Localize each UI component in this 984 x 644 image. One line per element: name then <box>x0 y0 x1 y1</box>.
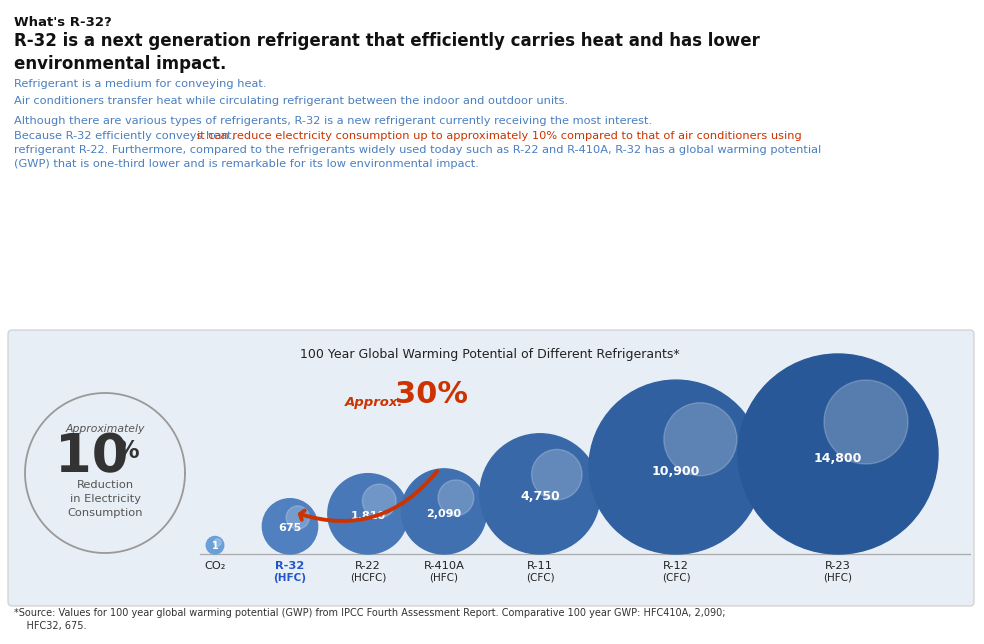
Circle shape <box>214 539 221 546</box>
Text: in Electricity: in Electricity <box>70 494 141 504</box>
Circle shape <box>401 469 486 554</box>
Text: Although there are various types of refrigerants, R-32 is a new refrigerant curr: Although there are various types of refr… <box>14 116 652 126</box>
Circle shape <box>589 380 763 554</box>
Text: it can reduce electricity consumption up to approximately 10% compared to that o: it can reduce electricity consumption up… <box>197 131 802 141</box>
Text: 2,090: 2,090 <box>426 509 461 518</box>
Circle shape <box>664 402 737 476</box>
Text: 10,900: 10,900 <box>651 465 701 478</box>
Circle shape <box>531 450 583 500</box>
Text: Refrigerant is a medium for conveying heat.: Refrigerant is a medium for conveying he… <box>14 79 267 89</box>
Text: R-12: R-12 <box>663 561 689 571</box>
Text: Approximately: Approximately <box>65 424 145 434</box>
Circle shape <box>824 380 908 464</box>
Text: Reduction: Reduction <box>77 480 134 490</box>
FancyBboxPatch shape <box>8 330 974 606</box>
Text: (HFC): (HFC) <box>429 573 459 583</box>
Text: (HFC): (HFC) <box>824 573 852 583</box>
Text: What's R-32?: What's R-32? <box>14 16 112 29</box>
Text: (GWP) that is one-third lower and is remarkable for its low environmental impact: (GWP) that is one-third lower and is rem… <box>14 159 479 169</box>
Circle shape <box>438 480 474 516</box>
Text: 1,810: 1,810 <box>350 511 386 521</box>
Text: Consumption: Consumption <box>67 508 143 518</box>
Circle shape <box>286 506 309 529</box>
Text: HFC32, 675.: HFC32, 675. <box>14 621 87 631</box>
Text: (HCFC): (HCFC) <box>350 573 386 583</box>
Circle shape <box>207 536 223 554</box>
Text: R-410A: R-410A <box>423 561 464 571</box>
Text: R-11: R-11 <box>527 561 553 571</box>
Text: 100 Year Global Warming Potential of Different Refrigerants*: 100 Year Global Warming Potential of Dif… <box>300 348 680 361</box>
Text: (HFC): (HFC) <box>274 573 306 583</box>
Text: R-32: R-32 <box>276 561 305 571</box>
Text: 675: 675 <box>278 523 302 533</box>
Text: Approx.: Approx. <box>345 396 403 409</box>
Circle shape <box>362 484 397 518</box>
Text: Because R-32 efficiently conveys heat,: Because R-32 efficiently conveys heat, <box>14 131 239 141</box>
Text: (CFC): (CFC) <box>525 573 554 583</box>
Text: refrigerant R-22. Furthermore, compared to the refrigerants widely used today su: refrigerant R-22. Furthermore, compared … <box>14 145 822 155</box>
Text: %: % <box>115 439 139 463</box>
Text: R-22: R-22 <box>355 561 381 571</box>
Text: 4,750: 4,750 <box>521 490 560 504</box>
Text: Air conditioners transfer heat while circulating refrigerant between the indoor : Air conditioners transfer heat while cir… <box>14 96 568 106</box>
Text: (CFC): (CFC) <box>661 573 691 583</box>
Text: R-23: R-23 <box>825 561 851 571</box>
Circle shape <box>263 498 318 554</box>
Text: 30%: 30% <box>395 380 468 409</box>
Text: 14,800: 14,800 <box>814 453 862 466</box>
Circle shape <box>328 473 408 554</box>
Text: 1: 1 <box>212 541 218 551</box>
Circle shape <box>480 434 600 554</box>
Text: 10: 10 <box>55 431 129 483</box>
Text: CO₂: CO₂ <box>205 561 225 571</box>
Text: *Source: Values for 100 year global warming potential (GWP) from IPCC Fourth Ass: *Source: Values for 100 year global warm… <box>14 608 725 618</box>
Circle shape <box>738 354 938 554</box>
Text: R-32 is a next generation refrigerant that efficiently carries heat and has lowe: R-32 is a next generation refrigerant th… <box>14 32 760 73</box>
